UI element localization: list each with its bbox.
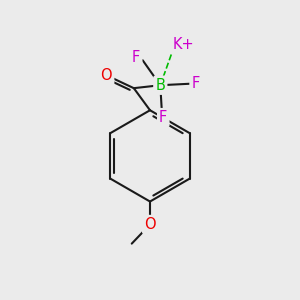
Text: F: F (132, 50, 140, 65)
Text: O: O (100, 68, 112, 83)
Text: F: F (191, 76, 200, 91)
Text: B: B (155, 78, 165, 93)
Text: K+: K+ (172, 37, 194, 52)
Text: O: O (144, 217, 156, 232)
Text: F: F (159, 110, 167, 125)
